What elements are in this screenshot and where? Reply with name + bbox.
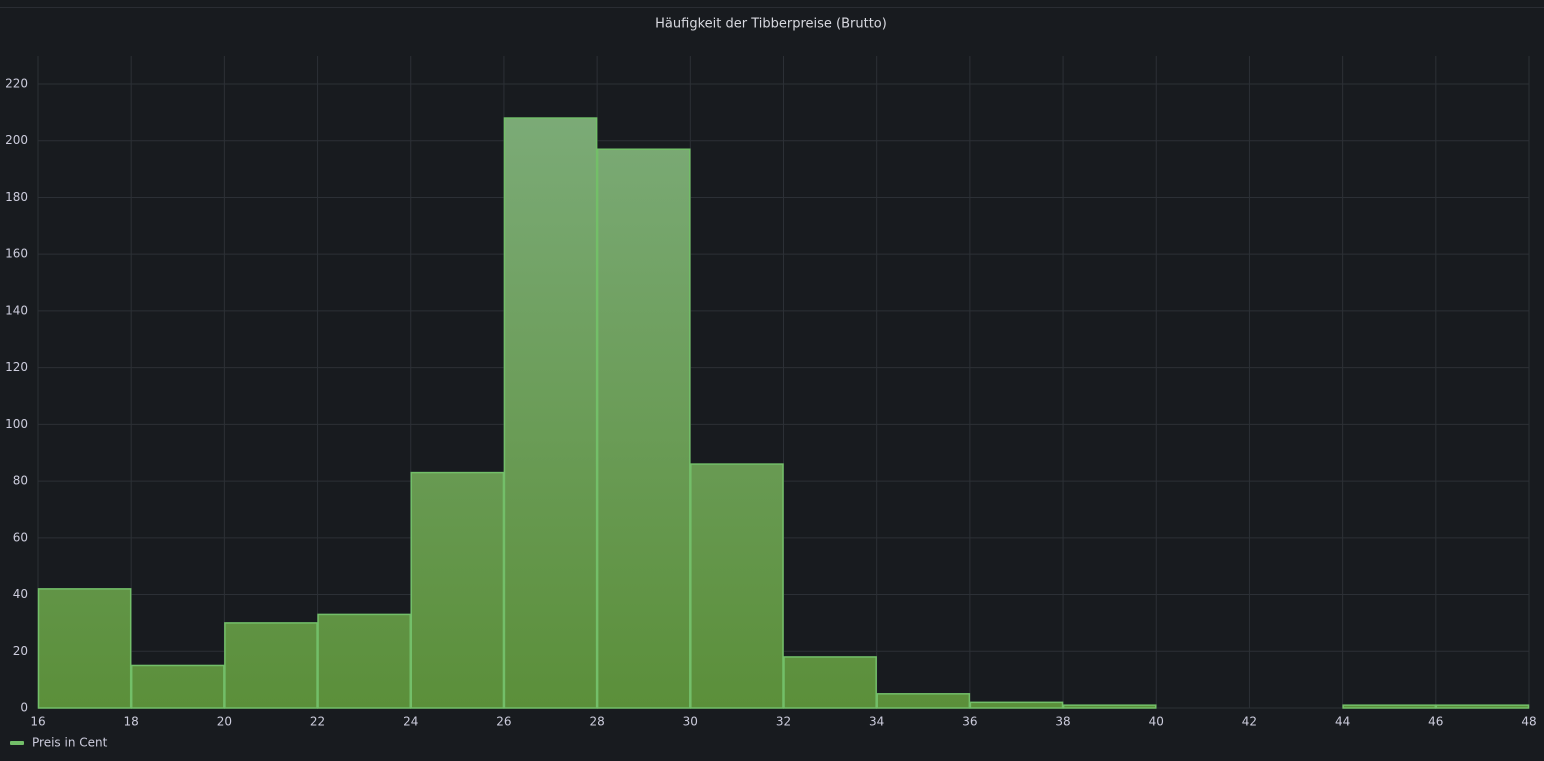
histogram-bar <box>37 588 132 709</box>
x-tick-label: 16 <box>30 715 45 729</box>
x-tick-label: 30 <box>683 715 698 729</box>
y-tick-label: 180 <box>5 190 28 204</box>
histogram-bar <box>969 701 1064 709</box>
histogram-bar <box>783 656 877 709</box>
histogram-bar <box>224 622 318 709</box>
histogram-bar <box>690 463 784 709</box>
histogram-bar <box>317 613 411 709</box>
x-tick-label: 34 <box>869 715 884 729</box>
y-tick-label: 20 <box>13 644 28 658</box>
histogram-bar <box>596 148 691 709</box>
x-tick-label: 44 <box>1335 715 1350 729</box>
legend-swatch <box>10 741 24 745</box>
y-tick-label: 160 <box>5 247 28 261</box>
x-tick-label: 42 <box>1242 715 1257 729</box>
x-tick-label: 40 <box>1149 715 1164 729</box>
y-tick-label: 140 <box>5 303 28 317</box>
histogram-bar <box>1342 704 1437 709</box>
histogram-bar <box>503 117 598 709</box>
x-tick-label: 20 <box>217 715 232 729</box>
x-tick-label: 24 <box>403 715 418 729</box>
y-tick-label: 60 <box>13 530 28 544</box>
x-tick-label: 32 <box>776 715 791 729</box>
legend-label: Preis in Cent <box>32 736 108 750</box>
histogram-bar <box>876 693 971 709</box>
chart-title: Häufigkeit der Tibberpreise (Brutto) <box>655 17 887 32</box>
x-tick-label: 48 <box>1521 715 1536 729</box>
y-tick-label: 120 <box>5 360 28 374</box>
histogram-bar <box>1062 704 1157 709</box>
x-tick-label: 36 <box>962 715 977 729</box>
histogram-bar <box>1435 704 1530 709</box>
x-tick-label: 18 <box>124 715 139 729</box>
x-tick-label: 22 <box>310 715 325 729</box>
y-tick-label: 0 <box>20 701 28 715</box>
x-tick-label: 38 <box>1055 715 1070 729</box>
histogram-bar <box>410 471 505 709</box>
y-tick-label: 200 <box>5 133 28 147</box>
y-tick-label: 40 <box>13 587 28 601</box>
x-tick-label: 28 <box>589 715 604 729</box>
y-tick-label: 100 <box>5 417 28 431</box>
histogram-bar <box>130 664 225 709</box>
y-tick-label: 80 <box>13 474 28 488</box>
x-tick-label: 26 <box>496 715 511 729</box>
y-tick-label: 220 <box>5 77 28 91</box>
x-tick-label: 46 <box>1428 715 1443 729</box>
